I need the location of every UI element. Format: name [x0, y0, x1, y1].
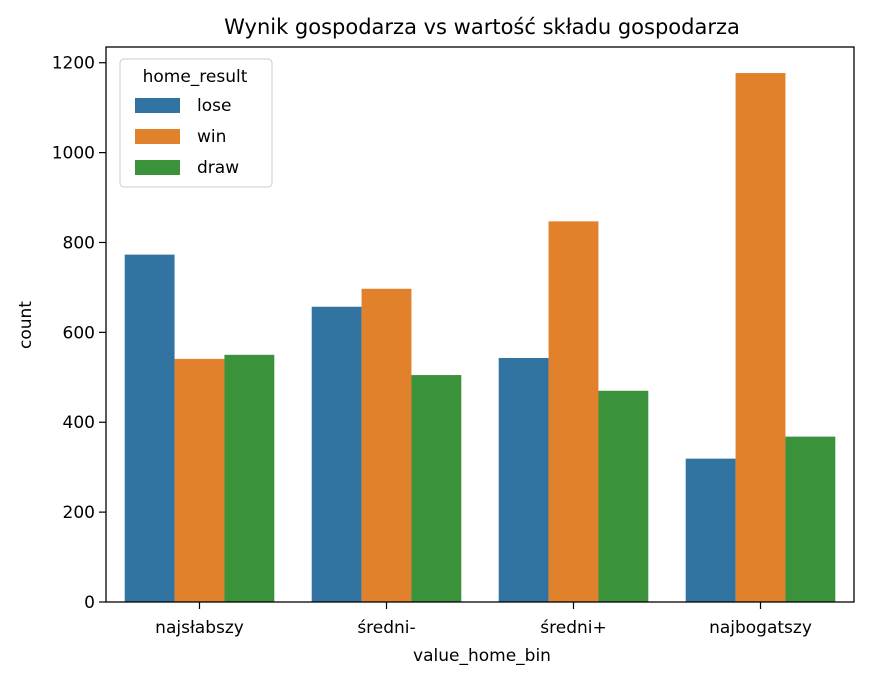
bar-draw-1	[411, 375, 462, 602]
x-tick-label: najbogatszy	[709, 618, 812, 638]
bar-win-3	[735, 73, 786, 602]
x-axis: najsłabszy średni-średni+ najbogatszy	[155, 602, 812, 638]
y-tick-label: 0	[84, 593, 95, 613]
bar-lose-3	[685, 458, 736, 602]
x-axis-label: value_home_bin	[413, 646, 551, 666]
bar-win-1	[361, 288, 412, 602]
bar-draw-2	[598, 390, 649, 602]
y-tick-label: 1200	[52, 54, 95, 74]
y-axis: 0 200 400 600 800 1000 1200	[52, 54, 106, 613]
bar-draw-0	[224, 354, 275, 602]
y-tick-label: 200	[63, 503, 95, 523]
y-tick-label: 1000	[52, 144, 95, 164]
x-tick-label: najsłabszy	[155, 618, 244, 638]
bar-lose-2	[498, 357, 549, 602]
x-tick-label: średni-	[357, 618, 415, 638]
bar-win-0	[174, 358, 225, 602]
y-tick-label: 800	[63, 233, 95, 253]
y-axis-label: count	[16, 301, 36, 349]
bars-group	[124, 73, 836, 603]
x-tick-label: średni+	[540, 618, 606, 638]
bar-win-2	[548, 221, 599, 603]
bar-lose-0	[124, 254, 175, 602]
legend-label-win: win	[197, 127, 226, 147]
legend-swatch-win	[135, 129, 180, 144]
bar-lose-1	[311, 306, 362, 602]
legend-label-lose: lose	[197, 96, 231, 116]
legend-title: home_result	[143, 67, 248, 87]
legend-swatch-lose	[135, 98, 180, 113]
legend-swatch-draw	[135, 160, 180, 175]
legend-items: lose win draw	[135, 96, 239, 178]
bar-draw-3	[785, 436, 836, 602]
plot-frame	[105, 46, 855, 603]
y-tick-label: 400	[63, 413, 95, 433]
chart-title: Wynik gospodarza vs wartość składu gospo…	[224, 15, 740, 39]
legend-label-draw: draw	[197, 158, 239, 178]
y-tick-label: 600	[63, 323, 95, 343]
legend: home_result lose win draw	[119, 58, 273, 188]
legend-frame	[119, 58, 273, 188]
